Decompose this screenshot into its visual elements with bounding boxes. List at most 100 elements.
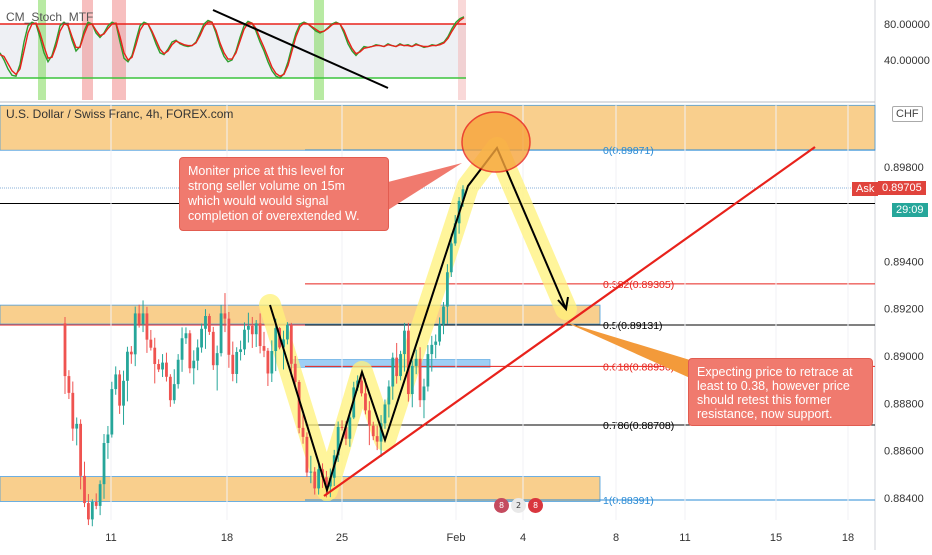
x-tick-label: 25 [336,532,348,544]
bottom-annotation-callout[interactable]: Expecting price to retrace at least to 0… [688,358,873,426]
candle-body [145,313,149,340]
candle-body [297,381,301,428]
fib-label-0: 0(0.89871) [603,145,654,157]
candle-body [383,404,387,424]
candle-body [422,386,426,401]
candle-body [379,423,383,442]
candle-body [149,339,153,348]
candle-body [211,331,215,366]
candle-body [246,325,250,330]
candle-body [434,341,438,345]
candle-body [305,436,309,473]
candle-body [153,347,157,365]
candle-body [445,272,449,307]
top-annotation-callout[interactable]: Moniter price at this level for strong s… [179,157,389,231]
candle-body [133,313,137,355]
candle-body [258,323,262,347]
candle-body [395,357,399,377]
candle-body [161,362,164,370]
candle-body [106,434,110,444]
candle-body [442,306,445,325]
candle-body [239,349,242,352]
candle-body [430,344,434,355]
indicator-highlight-column [38,0,46,100]
candle-body [188,333,192,369]
fib-label-1: 0.382(0.89305) [603,279,674,291]
symbol-title[interactable]: U.S. Dollar / Swiss Franc, 4h, FOREX.com [6,107,234,121]
candle-body [126,351,129,381]
candle-body [461,189,465,201]
candle-body [235,351,239,374]
x-tick-label: Feb [447,532,466,544]
candle-body [286,324,289,340]
candle-body [449,243,453,273]
candle-body [250,325,254,335]
candle-body [313,471,317,489]
candle-body [63,323,67,377]
candle-body [414,358,418,366]
price-tick-label: 0.89800 [884,162,924,174]
candle-body [196,347,200,361]
indicator-highlight-column [314,0,324,100]
indicator-title[interactable]: CM_Stoch_MTF [6,10,94,24]
candle-body [219,313,223,354]
x-tick-label: 4 [520,532,526,544]
price-tick-label: 0.89400 [884,256,924,268]
event-count-icon[interactable]: 2 [511,498,526,513]
candle-body [301,427,305,437]
x-tick-label: 11 [105,532,116,544]
candle-body [410,365,414,395]
target-circle [461,111,531,173]
ask-label: Ask [852,182,879,196]
indicator-highlight-column [112,0,126,100]
candle-body [141,313,145,325]
candle-body [79,423,83,476]
candle-body [137,313,141,325]
currency-label[interactable]: CHF [892,106,923,122]
candle-body [325,477,328,487]
candle-body [223,313,227,319]
candle-body [336,426,340,456]
candle-body [289,324,293,364]
candle-body [317,469,321,489]
x-tick-label: 15 [770,532,782,544]
candle-body [391,357,395,387]
candle-body [157,364,161,370]
candle-body [406,330,410,395]
candle-body [418,358,422,401]
candle-body [71,392,75,429]
x-tick-label: 8 [613,532,619,544]
candle-body [200,328,203,348]
bottom-callout-pointer [565,322,690,378]
candle-body [129,351,133,355]
candle-body [122,380,125,406]
candle-body [75,423,79,429]
indicator-highlight-column [82,0,93,100]
price-zone-1 [0,104,876,151]
candle-body [371,425,375,437]
w-pattern-arrowhead [557,296,569,312]
candle-body [360,380,363,394]
candle-body [387,386,391,405]
us-flag-event-icon[interactable]: 8 [494,498,509,513]
candle-body [262,346,266,351]
candle-body [87,503,90,520]
candle-body [180,338,184,360]
candle-body [375,436,379,442]
indicator-highlight-column [458,0,466,100]
fib-label-4: 0.786(0.88708) [603,420,674,432]
candle-body [274,328,278,352]
candle-body [344,427,348,439]
candle-body [348,417,352,439]
candle-body [270,351,274,374]
candle-body [293,363,297,382]
swiss-flag-event-icon[interactable]: 8 [528,498,543,513]
economic-events[interactable]: 8 2 8 [494,498,543,513]
candle-body [282,339,285,348]
candle-body [184,333,188,339]
candle-body [426,354,430,387]
candle-body [83,475,86,504]
candle-body [94,501,98,506]
